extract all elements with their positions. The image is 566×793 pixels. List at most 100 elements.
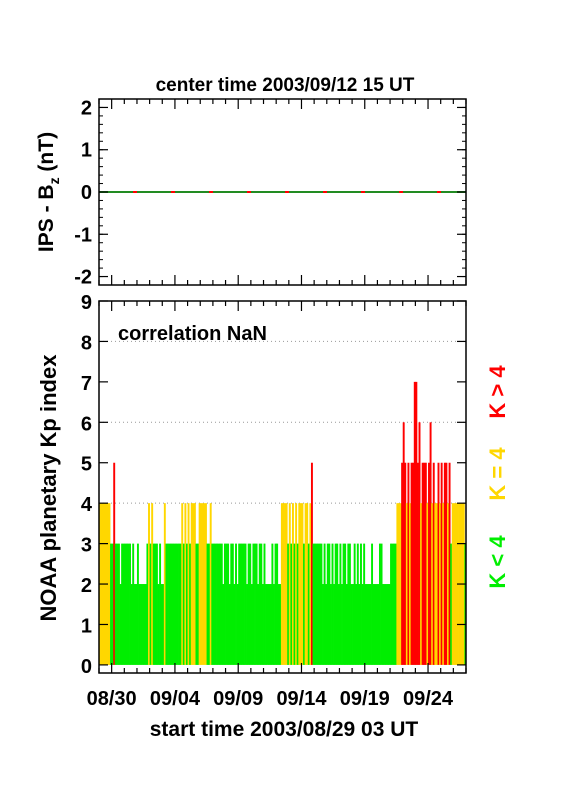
kp-bar xyxy=(233,584,236,665)
kp-bar xyxy=(356,543,359,665)
kp-bar xyxy=(219,543,222,665)
kp-bar xyxy=(306,503,309,665)
kp-bar xyxy=(418,422,421,665)
kp-bar xyxy=(432,462,435,665)
kp-bar xyxy=(144,584,147,665)
kp-bar xyxy=(223,543,226,665)
kp-ylabel: NOAA planetary Kp index xyxy=(36,354,61,622)
kp-bar xyxy=(171,543,174,665)
kp-bar xyxy=(174,543,177,665)
kp-bar xyxy=(399,503,402,665)
kp-bar xyxy=(284,503,287,665)
kp-bar xyxy=(386,584,389,665)
kp-bar xyxy=(165,543,168,665)
kp-bar xyxy=(127,543,130,665)
kp-bar xyxy=(276,543,279,665)
kp-bar xyxy=(361,584,364,665)
kp-ytick-label: 1 xyxy=(81,615,92,637)
kp-bar xyxy=(428,462,430,665)
kp-bar xyxy=(375,584,378,665)
kp-bar xyxy=(168,543,171,665)
kp-bar xyxy=(434,503,437,665)
kp-bar xyxy=(152,543,155,665)
kp-bar xyxy=(334,543,337,665)
kp-bar xyxy=(364,584,367,665)
kp-bar xyxy=(125,543,128,665)
kp-bar xyxy=(146,543,149,665)
kp-bar xyxy=(197,543,200,665)
kp-bar xyxy=(280,503,283,665)
ylabel-main: IPS - B xyxy=(35,184,58,252)
kp-bar xyxy=(353,543,356,665)
kp-bar xyxy=(325,584,328,665)
kp-bar xyxy=(423,462,426,665)
legend-entry: K = 4 xyxy=(485,447,510,501)
kp-bar xyxy=(391,543,394,665)
top-ytick-label: -2 xyxy=(74,267,92,289)
kp-bar xyxy=(317,543,320,665)
kp-bar xyxy=(261,584,264,665)
kp-bar xyxy=(355,584,358,665)
kp-bar xyxy=(442,503,445,665)
kp-xtick-label: 09/24 xyxy=(403,688,454,710)
legend-entry: K > 4 xyxy=(485,365,510,419)
kp-bar xyxy=(141,584,144,665)
kp-bar xyxy=(201,503,204,665)
kp-bar xyxy=(238,543,241,665)
kp-bar xyxy=(369,584,372,665)
kp-bar xyxy=(371,543,374,665)
kp-xtick-label: 09/14 xyxy=(276,688,327,710)
ylabel-unit: (nT) xyxy=(35,132,58,177)
kp-bar xyxy=(358,584,361,665)
kp-bar xyxy=(285,503,288,665)
kp-bar xyxy=(192,503,195,665)
kp-bar xyxy=(212,543,215,665)
kp-bar xyxy=(217,543,220,665)
kp-bar xyxy=(341,584,343,665)
kp-bar xyxy=(113,462,116,665)
kp-bar xyxy=(143,584,146,665)
kp-bar xyxy=(445,462,448,665)
kp-xlabel: start time 2003/08/29 03 UT xyxy=(150,718,419,741)
kp-bar xyxy=(195,543,198,665)
kp-bar xyxy=(193,503,196,665)
kp-bar xyxy=(298,503,301,665)
kp-ytick-label: 5 xyxy=(81,454,92,476)
kp-bar xyxy=(409,503,411,665)
kp-bar xyxy=(360,543,362,665)
kp-bar xyxy=(260,543,263,665)
kp-bar xyxy=(244,543,247,665)
kp-bar xyxy=(342,543,345,665)
kp-bar xyxy=(266,584,269,665)
kp-bar xyxy=(204,503,207,665)
top-panel-ylabel: IPS - Bz (nT) xyxy=(35,132,62,252)
kp-bar xyxy=(136,543,139,665)
kp-bar xyxy=(337,584,340,665)
kp-bar xyxy=(397,503,400,665)
kp-bar xyxy=(117,543,120,665)
kp-bar xyxy=(407,462,410,665)
kp-bar xyxy=(187,503,190,665)
kp-bar xyxy=(383,584,386,665)
kp-bar xyxy=(239,543,242,665)
kp-ytick-label: 2 xyxy=(81,575,92,597)
kp-bar xyxy=(412,462,415,665)
kp-bar xyxy=(119,584,122,665)
kp-bar xyxy=(309,503,312,665)
kp-bar xyxy=(148,503,150,665)
legend-entry: K < 4 xyxy=(485,535,510,589)
top-y-ticks: -2 -1 0 1 2 xyxy=(74,97,466,289)
kp-bar xyxy=(291,503,294,665)
kp-bar xyxy=(228,584,231,665)
kp-bar xyxy=(374,584,377,665)
kp-bar xyxy=(149,543,152,665)
kp-bar xyxy=(159,543,162,665)
kp-bar xyxy=(435,503,438,665)
kp-bar xyxy=(339,543,342,665)
kp-bar xyxy=(424,462,427,665)
top-ytick-label: 0 xyxy=(81,182,92,204)
kp-bar xyxy=(200,503,203,665)
kp-bar xyxy=(246,584,249,665)
kp-bar xyxy=(129,543,131,665)
